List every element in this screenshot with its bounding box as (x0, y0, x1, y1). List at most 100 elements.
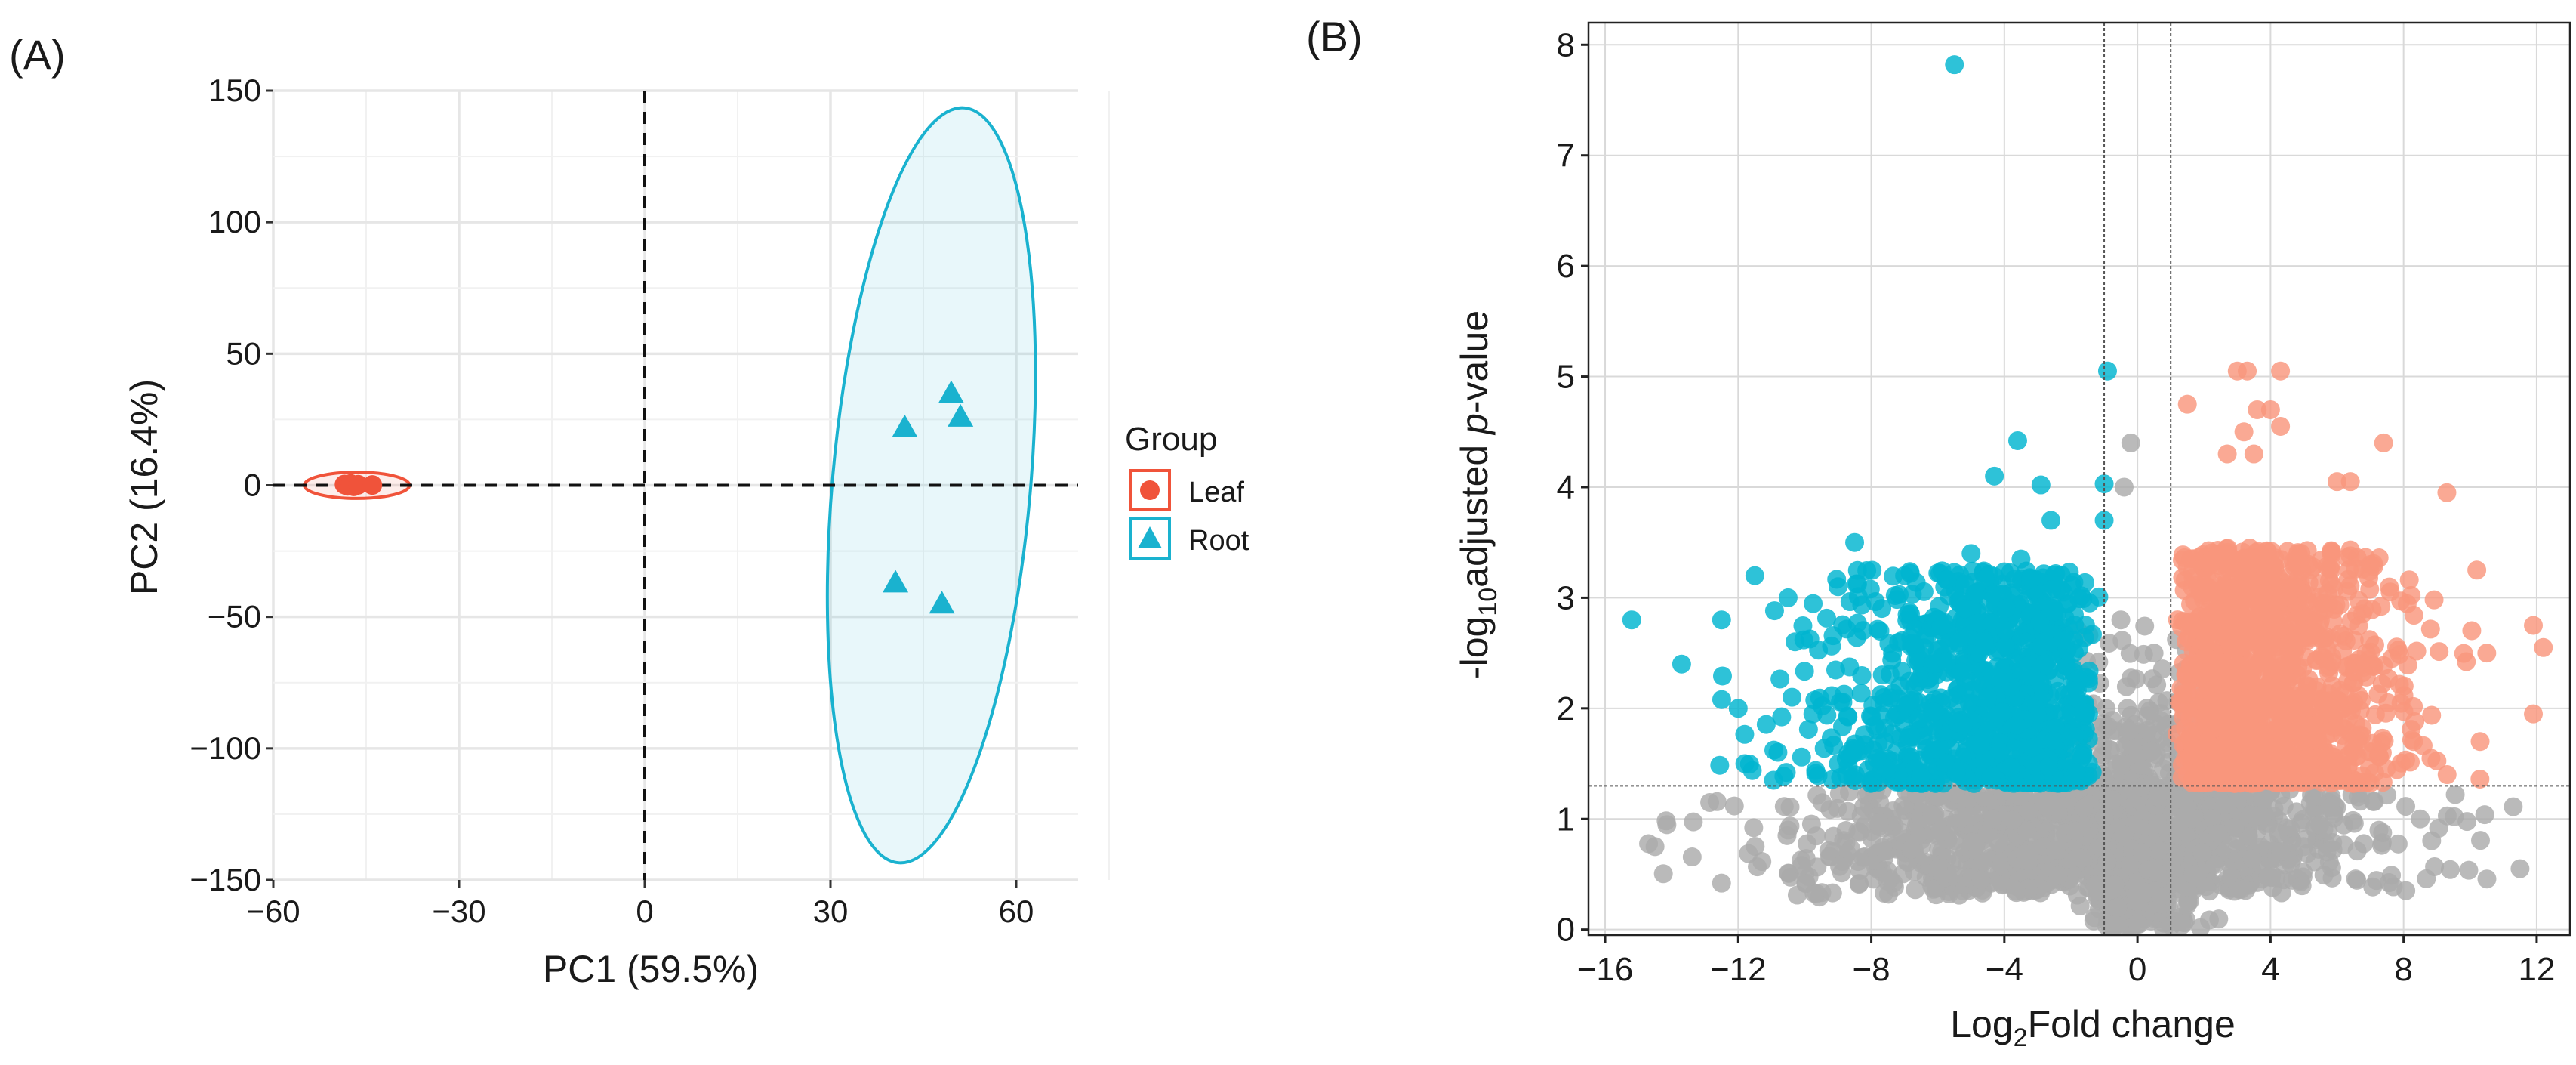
up-regulated-point (2241, 550, 2260, 570)
down-regulated-point (1798, 720, 1818, 739)
volcano-y-tick-label: 2 (1557, 690, 1575, 727)
not-significant-point (1869, 813, 1889, 832)
up-regulated-point (2270, 707, 2290, 727)
up-regulated-point (2404, 732, 2423, 752)
up-regulated-point (2195, 632, 2214, 652)
not-significant-point (1873, 838, 1893, 857)
down-regulated-point (1712, 690, 1731, 709)
not-significant-point (1645, 837, 1665, 857)
down-regulated-point (1778, 588, 1798, 607)
not-significant-point (2317, 842, 2337, 862)
legend-root-triangle-icon (1138, 526, 1162, 548)
up-regulated-point (2177, 394, 2197, 414)
down-regulated-point (1783, 687, 1802, 707)
not-significant-point (2121, 433, 2140, 452)
down-regulated-point (1622, 610, 1641, 630)
down-regulated-point (2005, 739, 2025, 759)
not-significant-point (2122, 668, 2141, 688)
not-significant-point (1928, 859, 1948, 878)
up-regulated-point (2390, 674, 2409, 694)
down-regulated-point (1949, 633, 1968, 653)
up-regulated-point (2207, 692, 2226, 712)
not-significant-point (2347, 870, 2367, 890)
not-significant-point (2020, 801, 2039, 821)
not-significant-point (1801, 814, 1821, 834)
x-title-rest: Fold change (2028, 1003, 2236, 1045)
pca-x-tick-label: 0 (636, 894, 653, 929)
up-regulated-point (2199, 554, 2218, 573)
down-regulated-point (1977, 687, 1997, 707)
not-significant-point (2396, 797, 2416, 816)
not-significant-point (2132, 842, 2152, 862)
down-regulated-point (1955, 575, 1975, 594)
up-regulated-point (2271, 416, 2291, 436)
up-regulated-point (2271, 361, 2291, 381)
not-significant-point (2196, 877, 2216, 897)
not-significant-point (2364, 792, 2383, 811)
pca-x-axis-title: PC1 (59.5%) (543, 948, 759, 990)
not-significant-point (2144, 644, 2164, 663)
not-significant-point (1838, 801, 1858, 821)
up-regulated-point (2328, 472, 2347, 492)
up-regulated-point (2302, 761, 2322, 781)
down-regulated-point (2057, 630, 2076, 650)
down-regulated-point (2044, 730, 2063, 750)
down-regulated-point (1816, 608, 1836, 628)
down-regulated-point (1712, 610, 1731, 630)
not-significant-point (2066, 821, 2085, 841)
not-significant-point (1682, 847, 1702, 867)
up-regulated-point (2322, 676, 2342, 696)
not-significant-point (1901, 839, 1921, 859)
up-regulated-point (2195, 706, 2214, 726)
down-regulated-point (1867, 749, 1887, 769)
not-significant-point (2310, 815, 2330, 835)
down-regulated-point (1979, 592, 1998, 612)
up-regulated-point (2330, 692, 2350, 712)
down-regulated-point (1945, 55, 1964, 75)
up-regulated-point (2220, 718, 2240, 738)
down-regulated-point (1814, 739, 1834, 758)
not-significant-point (2114, 477, 2134, 497)
legend-leaf-label: Leaf (1188, 477, 1244, 508)
up-regulated-point (2290, 719, 2309, 739)
up-regulated-point (2346, 653, 2366, 673)
not-significant-point (1836, 821, 1856, 841)
down-regulated-point (2041, 511, 2061, 530)
not-significant-point (2111, 754, 2131, 773)
pca-y-tick-label: 100 (208, 204, 261, 239)
down-regulated-point (1985, 466, 2004, 486)
up-regulated-point (2311, 551, 2331, 570)
not-significant-point (2214, 795, 2234, 815)
not-significant-point (2475, 805, 2494, 825)
up-regulated-point (2288, 617, 2308, 637)
down-regulated-point (2097, 361, 2117, 381)
up-regulated-point (2407, 641, 2427, 661)
down-regulated-point (1770, 669, 1790, 689)
up-regulated-point (2336, 631, 2356, 650)
not-significant-point (1657, 815, 1677, 835)
not-significant-point (2143, 669, 2162, 689)
up-regulated-point (2534, 637, 2553, 657)
up-regulated-point (2268, 588, 2288, 608)
not-significant-point (2445, 807, 2464, 826)
pca-y-tick-label: −150 (190, 862, 261, 897)
volcano-y-tick-label: 6 (1557, 248, 1575, 285)
not-significant-point (2137, 721, 2157, 740)
not-significant-point (2017, 821, 2037, 841)
root-point (938, 380, 964, 403)
down-regulated-point (1845, 734, 1865, 754)
not-significant-point (2271, 842, 2291, 862)
volcano-y-tick-label: 4 (1557, 469, 1575, 506)
not-significant-point (2269, 823, 2288, 843)
up-regulated-point (2232, 589, 2252, 609)
not-significant-point (1746, 837, 1765, 857)
down-regulated-point (2041, 580, 2061, 600)
down-regulated-point (1872, 665, 1892, 685)
up-regulated-point (2208, 541, 2228, 560)
down-regulated-point (1852, 665, 1872, 685)
root-point (929, 591, 955, 614)
not-significant-point (2105, 875, 2125, 894)
not-significant-point (1962, 832, 1982, 852)
pca-grid (272, 89, 1110, 881)
